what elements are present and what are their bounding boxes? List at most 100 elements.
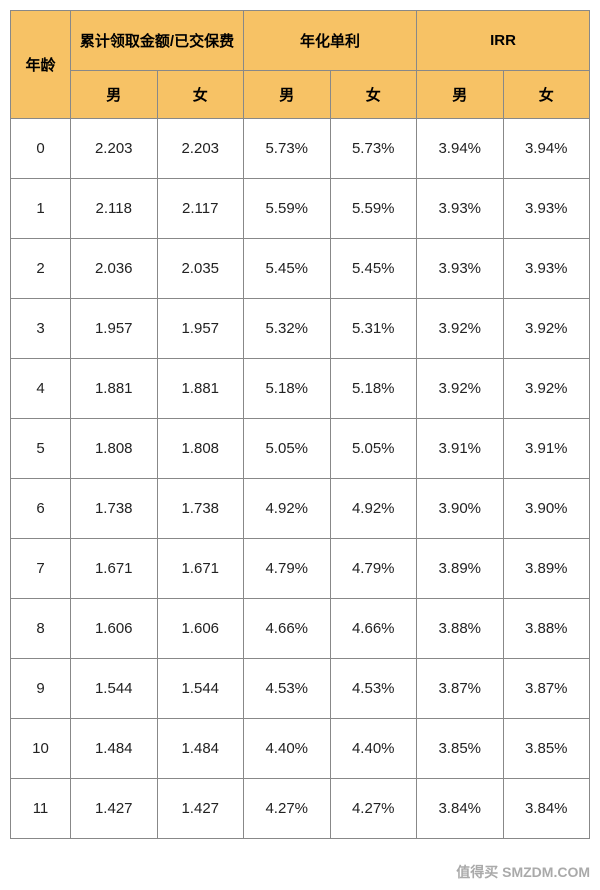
- table-cell: 4.53%: [330, 659, 417, 719]
- header-ratio: 累计领取金额/已交保费: [71, 11, 244, 71]
- table-cell: 3.87%: [417, 659, 504, 719]
- table-cell: 11: [11, 779, 71, 839]
- table-row: 111.4271.4274.27%4.27%3.84%3.84%: [11, 779, 590, 839]
- table-cell: 4.53%: [244, 659, 331, 719]
- table-cell: 1.957: [71, 299, 158, 359]
- table-cell: 5.05%: [244, 419, 331, 479]
- table-cell: 3.88%: [503, 599, 590, 659]
- table-cell: 3.89%: [417, 539, 504, 599]
- table-body: 02.2032.2035.73%5.73%3.94%3.94%12.1182.1…: [11, 119, 590, 839]
- table-cell: 4.27%: [330, 779, 417, 839]
- table-cell: 1.606: [71, 599, 158, 659]
- table-cell: 3.93%: [417, 239, 504, 299]
- table-cell: 3.92%: [503, 299, 590, 359]
- table-cell: 3.84%: [417, 779, 504, 839]
- table-cell: 3.90%: [503, 479, 590, 539]
- table-cell: 5.31%: [330, 299, 417, 359]
- table-cell: 3.85%: [503, 719, 590, 779]
- table-cell: 5.05%: [330, 419, 417, 479]
- table-cell: 3.91%: [503, 419, 590, 479]
- table-cell: 1.427: [157, 779, 244, 839]
- table-cell: 1.671: [157, 539, 244, 599]
- table-cell: 1.606: [157, 599, 244, 659]
- table-cell: 2.203: [157, 119, 244, 179]
- table-cell: 1.484: [157, 719, 244, 779]
- table-cell: 3.92%: [417, 359, 504, 419]
- table-row: 91.5441.5444.53%4.53%3.87%3.87%: [11, 659, 590, 719]
- table-cell: 5.45%: [244, 239, 331, 299]
- table-cell: 5.73%: [330, 119, 417, 179]
- table-cell: 3.93%: [503, 179, 590, 239]
- table-row: 101.4841.4844.40%4.40%3.85%3.85%: [11, 719, 590, 779]
- table-cell: 1.671: [71, 539, 158, 599]
- table-cell: 4.40%: [330, 719, 417, 779]
- table-cell: 2.117: [157, 179, 244, 239]
- table-row: 22.0362.0355.45%5.45%3.93%3.93%: [11, 239, 590, 299]
- table-cell: 5.73%: [244, 119, 331, 179]
- header-age: 年龄: [11, 11, 71, 119]
- table-cell: 5.18%: [330, 359, 417, 419]
- table-cell: 5.59%: [330, 179, 417, 239]
- header-ratio-f: 女: [157, 71, 244, 119]
- table-cell: 1.808: [71, 419, 158, 479]
- table-cell: 3.92%: [417, 299, 504, 359]
- header-simple-m: 男: [244, 71, 331, 119]
- table-cell: 1: [11, 179, 71, 239]
- table-cell: 3: [11, 299, 71, 359]
- table-row: 31.9571.9575.32%5.31%3.92%3.92%: [11, 299, 590, 359]
- table-row: 81.6061.6064.66%4.66%3.88%3.88%: [11, 599, 590, 659]
- table-cell: 5.18%: [244, 359, 331, 419]
- header-irr-m: 男: [417, 71, 504, 119]
- table-cell: 1.544: [157, 659, 244, 719]
- table-cell: 3.90%: [417, 479, 504, 539]
- table-cell: 9: [11, 659, 71, 719]
- table-cell: 5.45%: [330, 239, 417, 299]
- table-row: 61.7381.7384.92%4.92%3.90%3.90%: [11, 479, 590, 539]
- table-cell: 1.484: [71, 719, 158, 779]
- table-cell: 2.118: [71, 179, 158, 239]
- table-row: 12.1182.1175.59%5.59%3.93%3.93%: [11, 179, 590, 239]
- header-simple-f: 女: [330, 71, 417, 119]
- table-cell: 1.881: [71, 359, 158, 419]
- table-cell: 7: [11, 539, 71, 599]
- table-cell: 3.88%: [417, 599, 504, 659]
- table-cell: 5.59%: [244, 179, 331, 239]
- table-cell: 4.92%: [244, 479, 331, 539]
- table-cell: 5.32%: [244, 299, 331, 359]
- header-ratio-m: 男: [71, 71, 158, 119]
- table-cell: 1.808: [157, 419, 244, 479]
- table-cell: 3.85%: [417, 719, 504, 779]
- table-cell: 4.27%: [244, 779, 331, 839]
- table-cell: 3.94%: [417, 119, 504, 179]
- table-cell: 2.203: [71, 119, 158, 179]
- data-table: 年龄 累计领取金额/已交保费 年化单利 IRR 男 女 男 女 男 女 02.2…: [10, 10, 590, 839]
- table-cell: 4.92%: [330, 479, 417, 539]
- table-row: 71.6711.6714.79%4.79%3.89%3.89%: [11, 539, 590, 599]
- table-row: 51.8081.8085.05%5.05%3.91%3.91%: [11, 419, 590, 479]
- table-cell: 5: [11, 419, 71, 479]
- table-cell: 4.66%: [330, 599, 417, 659]
- watermark: 值得买 SMZDM.COM: [456, 862, 590, 882]
- table-row: 02.2032.2035.73%5.73%3.94%3.94%: [11, 119, 590, 179]
- table-cell: 6: [11, 479, 71, 539]
- table-cell: 4.79%: [330, 539, 417, 599]
- table-cell: 4: [11, 359, 71, 419]
- table-cell: 4.79%: [244, 539, 331, 599]
- header-irr-f: 女: [503, 71, 590, 119]
- table-cell: 3.92%: [503, 359, 590, 419]
- table-cell: 3.87%: [503, 659, 590, 719]
- table-cell: 8: [11, 599, 71, 659]
- table-cell: 2.036: [71, 239, 158, 299]
- table-cell: 4.66%: [244, 599, 331, 659]
- table-cell: 2: [11, 239, 71, 299]
- table-cell: 1.738: [71, 479, 158, 539]
- table-cell: 10: [11, 719, 71, 779]
- table-cell: 4.40%: [244, 719, 331, 779]
- table-cell: 3.84%: [503, 779, 590, 839]
- table-cell: 1.957: [157, 299, 244, 359]
- header-simple: 年化单利: [244, 11, 417, 71]
- table-cell: 1.427: [71, 779, 158, 839]
- table-header: 年龄 累计领取金额/已交保费 年化单利 IRR 男 女 男 女 男 女: [11, 11, 590, 119]
- table-cell: 1.881: [157, 359, 244, 419]
- table-cell: 3.94%: [503, 119, 590, 179]
